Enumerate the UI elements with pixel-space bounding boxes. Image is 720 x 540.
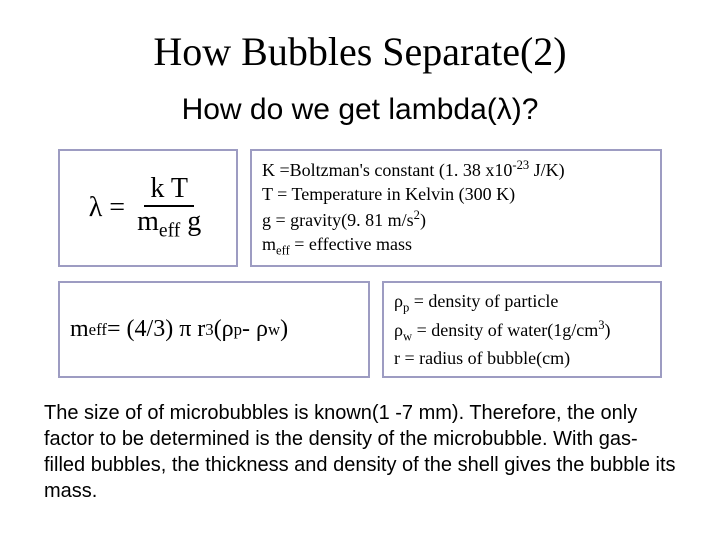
slide-subtitle: How do we get lambda(λ)? bbox=[44, 93, 676, 127]
body-paragraph: The size of of microbubbles is known(1 -… bbox=[44, 400, 676, 504]
slide-title: How Bubbles Separate(2) bbox=[44, 28, 676, 75]
lambda-numerator: k T bbox=[144, 174, 194, 207]
equation-lambda: λ = k T meff g bbox=[58, 149, 238, 267]
def-k: K =Boltzman's constant (1. 38 x10-23 J/K… bbox=[262, 157, 650, 182]
row-1: λ = k T meff g K =Boltzman's constant (1… bbox=[44, 149, 676, 267]
def-t: T = Temperature in Kelvin (300 K) bbox=[262, 182, 650, 206]
def-rho-p: ρp = density of particle bbox=[394, 289, 650, 317]
definitions-box-2: ρp = density of particle ρw = density of… bbox=[382, 281, 662, 377]
def-meff: meff = effective mass bbox=[262, 232, 650, 260]
equation-meff: meff = (4/3) π r3 (ρp - ρw) bbox=[58, 281, 370, 377]
lambda-lhs: λ = bbox=[89, 192, 125, 224]
row-2: meff = (4/3) π r3 (ρp - ρw) ρp = density… bbox=[44, 281, 676, 377]
def-r: r = radius of bubble(cm) bbox=[394, 346, 650, 370]
lambda-fraction: k T meff g bbox=[131, 174, 207, 242]
def-g: g = gravity(9. 81 m/s2) bbox=[262, 207, 650, 232]
lambda-denominator: meff g bbox=[131, 207, 207, 242]
def-rho-w: ρw = density of water(1g/cm3) bbox=[394, 317, 650, 346]
definitions-box-1: K =Boltzman's constant (1. 38 x10-23 J/K… bbox=[250, 149, 662, 267]
